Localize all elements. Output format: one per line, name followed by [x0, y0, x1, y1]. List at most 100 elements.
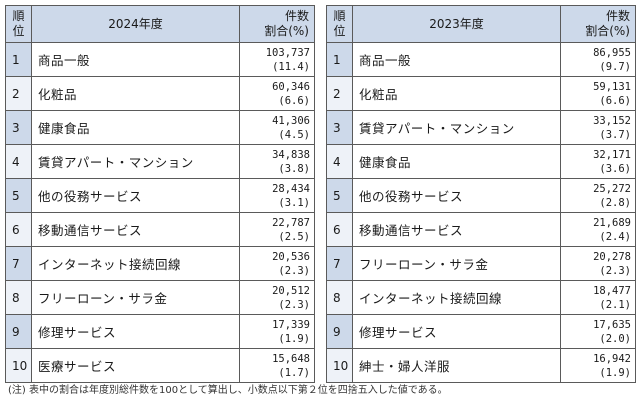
rank-header-line1: 順 [12, 9, 25, 23]
count-header-line2: 割合(%) [585, 24, 630, 38]
table-row: 6 移動通信サービス 22,787 (2.5) [5, 212, 315, 247]
count-header-line1: 件数 [284, 9, 309, 23]
share-value: (2.5) [278, 230, 310, 243]
count-cell: 103,737 (11.4) [239, 42, 315, 77]
share-value: (3.1) [278, 196, 310, 209]
category-cell: 健康食品 [352, 144, 561, 179]
category-cell: 化粧品 [31, 76, 240, 111]
share-value: (2.3) [278, 264, 310, 277]
count-header: 件数 割合(%) [239, 5, 315, 43]
share-value: (1.9) [278, 332, 310, 345]
table-row: 9 修理サービス 17,339 (1.9) [5, 314, 315, 349]
count-value: 25,272 [593, 182, 631, 195]
table-row: 9 修理サービス 17,635 (2.0) [326, 314, 636, 349]
count-header-line1: 件数 [605, 9, 630, 23]
rank-cell: 5 [5, 178, 32, 213]
ranking-table-2023: 順 位 2023年度 件数 割合(%) 1 商品一般 86,955 (9.7) … [326, 5, 636, 383]
count-cell: 17,635 (2.0) [560, 314, 636, 349]
category-cell: 他の役務サービス [31, 178, 240, 213]
count-value: 21,689 [593, 216, 631, 229]
table-row: 8 インターネット接続回線 18,477 (2.1) [326, 280, 636, 315]
count-cell: 28,434 (3.1) [239, 178, 315, 213]
category-cell: 修理サービス [352, 314, 561, 349]
table-row: 3 健康食品 41,306 (4.5) [5, 110, 315, 145]
category-cell: 紳士・婦人洋服 [352, 348, 561, 383]
share-value: (2.3) [278, 298, 310, 311]
category-cell: 化粧品 [352, 76, 561, 111]
share-value: (1.9) [599, 366, 631, 379]
share-value: (9.7) [599, 60, 631, 73]
rank-cell: 5 [326, 178, 353, 213]
rank-cell: 1 [326, 42, 353, 77]
category-cell: 医療サービス [31, 348, 240, 383]
table-row: 4 健康食品 32,171 (3.6) [326, 144, 636, 179]
table-row: 1 商品一般 86,955 (9.7) [326, 42, 636, 77]
category-cell: フリーローン・サラ金 [31, 280, 240, 315]
count-cell: 20,278 (2.3) [560, 246, 636, 281]
count-value: 103,737 [265, 46, 310, 59]
rank-cell: 9 [5, 314, 32, 349]
count-value: 18,477 [593, 284, 631, 297]
count-value: 20,536 [272, 250, 310, 263]
count-cell: 41,306 (4.5) [239, 110, 315, 145]
category-cell: 他の役務サービス [352, 178, 561, 213]
share-value: (3.6) [599, 162, 631, 175]
share-value: (3.8) [278, 162, 310, 175]
share-value: (2.0) [599, 332, 631, 345]
share-value: (11.4) [272, 60, 310, 73]
rank-cell: 6 [326, 212, 353, 247]
count-cell: 25,272 (2.8) [560, 178, 636, 213]
count-cell: 20,512 (2.3) [239, 280, 315, 315]
share-value: (2.1) [599, 298, 631, 311]
category-cell: 移動通信サービス [31, 212, 240, 247]
table-header-row: 順 位 2024年度 件数 割合(%) [5, 5, 315, 43]
count-value: 16,942 [593, 352, 631, 365]
share-value: (2.4) [599, 230, 631, 243]
count-value: 15,648 [272, 352, 310, 365]
count-value: 17,635 [593, 318, 631, 331]
share-value: (1.7) [278, 366, 310, 379]
rank-cell: 2 [326, 76, 353, 111]
rank-cell: 7 [326, 246, 353, 281]
category-cell: インターネット接続回線 [352, 280, 561, 315]
year-header: 2023年度 [352, 5, 561, 43]
rank-cell: 1 [5, 42, 32, 77]
count-value: 34,838 [272, 148, 310, 161]
table-row: 1 商品一般 103,737 (11.4) [5, 42, 315, 77]
count-value: 33,152 [593, 114, 631, 127]
table-row: 5 他の役務サービス 25,272 (2.8) [326, 178, 636, 213]
count-cell: 20,536 (2.3) [239, 246, 315, 281]
count-cell: 18,477 (2.1) [560, 280, 636, 315]
count-value: 20,278 [593, 250, 631, 263]
count-value: 59,131 [593, 80, 631, 93]
count-cell: 32,171 (3.6) [560, 144, 636, 179]
count-value: 28,434 [272, 182, 310, 195]
rank-header: 順 位 [5, 5, 32, 43]
count-cell: 86,955 (9.7) [560, 42, 636, 77]
year-header: 2024年度 [31, 5, 240, 43]
category-cell: フリーローン・サラ金 [352, 246, 561, 281]
rank-cell: 6 [5, 212, 32, 247]
count-cell: 60,346 (6.6) [239, 76, 315, 111]
rank-header-line1: 順 [333, 9, 346, 23]
category-cell: インターネット接続回線 [31, 246, 240, 281]
rank-cell: 7 [5, 246, 32, 281]
count-value: 86,955 [593, 46, 631, 59]
category-cell: 賃貸アパート・マンション [352, 110, 561, 145]
table-header-row: 順 位 2023年度 件数 割合(%) [326, 5, 636, 43]
category-cell: 商品一般 [31, 42, 240, 77]
count-value: 32,171 [593, 148, 631, 161]
count-header-line2: 割合(%) [264, 24, 309, 38]
rank-cell: 10 [5, 348, 32, 383]
count-value: 41,306 [272, 114, 310, 127]
table-footnote: (注) 表中の割合は年度別総件数を100として算出し、小数点以下第２位を四捨五入… [8, 385, 448, 396]
count-cell: 21,689 (2.4) [560, 212, 636, 247]
count-value: 22,787 [272, 216, 310, 229]
table-row: 2 化粧品 59,131 (6.6) [326, 76, 636, 111]
table-row: 6 移動通信サービス 21,689 (2.4) [326, 212, 636, 247]
count-cell: 17,339 (1.9) [239, 314, 315, 349]
count-value: 20,512 [272, 284, 310, 297]
count-value: 60,346 [272, 80, 310, 93]
rank-cell: 3 [5, 110, 32, 145]
rank-cell: 9 [326, 314, 353, 349]
